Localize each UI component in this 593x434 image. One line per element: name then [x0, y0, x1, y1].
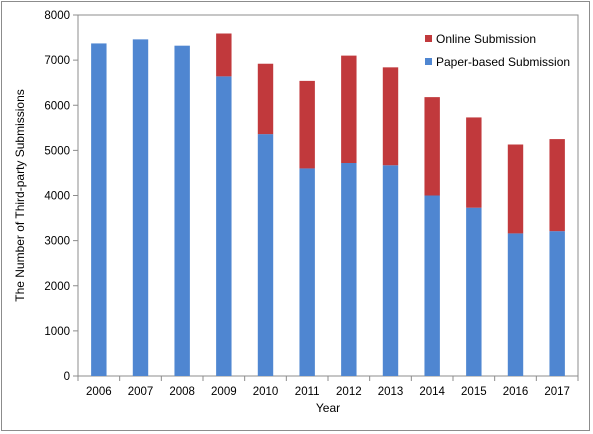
- plot-area-background: [78, 15, 578, 376]
- bar-paper-2006: [91, 43, 106, 376]
- legend-label-paper: Paper-based Submission: [436, 55, 570, 69]
- y-axis-label: The Number of Third-party Submissions: [13, 89, 27, 302]
- bar-online-2014: [424, 97, 439, 195]
- y-tick-label: 5000: [44, 145, 70, 157]
- y-tick-label: 7000: [44, 55, 70, 67]
- bar-paper-2009: [216, 76, 231, 376]
- y-tick-label: 6000: [44, 100, 70, 112]
- x-axis-ticks: 2006 2007 2008 2009 2010 2011 2012 2013 2014 2015…: [78, 376, 578, 398]
- y-axis-ticks: 0 1000 2000 3000 4000 5000 6000 7000 8000: [44, 10, 78, 383]
- legend-swatch-paper: [425, 58, 432, 65]
- bar-online-2009: [216, 34, 231, 77]
- bar-online-2016: [508, 145, 523, 234]
- x-tick-label: 2010: [253, 386, 279, 398]
- bar-online-2017: [549, 139, 564, 231]
- bar-paper-2017: [549, 231, 564, 376]
- x-tick-label: 2011: [295, 386, 320, 398]
- y-tick-label: 2000: [44, 281, 70, 293]
- x-tick-label: 2014: [419, 386, 445, 398]
- bar-paper-2014: [424, 196, 439, 377]
- bar-online-2010: [258, 64, 273, 134]
- legend-swatch-online: [425, 35, 432, 42]
- x-tick-label: 2017: [544, 386, 570, 398]
- plot-area: [78, 15, 578, 376]
- y-tick-label: 8000: [44, 10, 70, 22]
- x-tick-label: 2015: [461, 386, 487, 398]
- bar-paper-2012: [341, 163, 356, 376]
- legend-label-online: Online Submission: [436, 32, 536, 46]
- x-tick-label: 2009: [211, 386, 237, 398]
- y-tick-label: 1000: [44, 326, 70, 338]
- bar-paper-2011: [299, 168, 314, 376]
- x-tick-label: 2008: [169, 386, 195, 398]
- y-tick-label: 4000: [44, 191, 70, 203]
- x-tick-label: 2012: [336, 386, 362, 398]
- x-tick-label: 2016: [503, 386, 529, 398]
- bar-online-2015: [466, 117, 481, 207]
- bar-online-2013: [383, 67, 398, 165]
- y-tick-label: 3000: [44, 236, 70, 248]
- bar-paper-2010: [258, 134, 273, 376]
- bar-paper-2013: [383, 165, 398, 376]
- x-tick-label: 2007: [128, 386, 154, 398]
- bar-paper-2016: [508, 233, 523, 376]
- bar-paper-2008: [174, 46, 189, 376]
- bar-online-2012: [341, 56, 356, 163]
- y-tick-label: 0: [64, 371, 70, 383]
- bar-paper-2015: [466, 208, 481, 376]
- bar-paper-2007: [133, 39, 148, 376]
- x-axis-label: Year: [316, 401, 340, 415]
- x-tick-label: 2013: [378, 386, 404, 398]
- x-tick-label: 2006: [86, 386, 112, 398]
- bar-online-2011: [299, 81, 314, 169]
